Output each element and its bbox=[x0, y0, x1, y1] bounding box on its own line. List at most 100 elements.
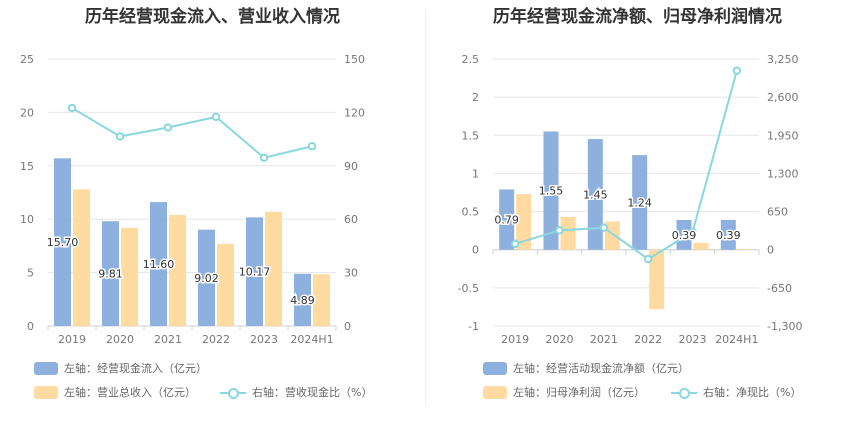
legend-line-marker-icon bbox=[671, 386, 697, 399]
line-point bbox=[510, 239, 520, 249]
legend-label: 左轴：经营现金流入（亿元） bbox=[64, 362, 207, 375]
right-axis-tick-label: 1,950 bbox=[767, 129, 799, 142]
left-axis-tick-label: 20 bbox=[20, 106, 34, 119]
legend-line-marker-icon bbox=[220, 386, 246, 399]
bar-net-cash-flow-primary bbox=[632, 155, 648, 250]
right-axis-tick-label: -650 bbox=[767, 282, 792, 295]
bar-net-cash-flow-primary bbox=[543, 131, 559, 250]
chart-title: 历年经营现金流入、营业收入情况 bbox=[85, 7, 340, 27]
line-point bbox=[643, 254, 653, 264]
panel-divider bbox=[425, 10, 426, 405]
line-point bbox=[211, 112, 221, 122]
data-label: 0.79 bbox=[494, 214, 519, 227]
bar-cash-inflow-secondary bbox=[217, 243, 234, 326]
line-point bbox=[115, 132, 125, 141]
bar-cash-inflow-secondary bbox=[121, 227, 138, 326]
right-axis-tick-label: 3,250 bbox=[767, 53, 799, 66]
legend-item-net-profit[interactable]: 左轴：归母净利润（亿元） bbox=[483, 384, 645, 400]
right-axis-tick-label: 2,600 bbox=[767, 91, 799, 104]
legend-swatch-bar-icon bbox=[34, 361, 58, 375]
chart-title: 历年经营现金流净额、归母净利润情况 bbox=[493, 7, 782, 27]
bar-net-cash-flow-secondary bbox=[560, 216, 576, 250]
left-axis-tick-label: -0.5 bbox=[458, 282, 479, 295]
bar-net-cash-flow-primary bbox=[676, 219, 692, 250]
left-axis-tick-label: 1.5 bbox=[462, 129, 480, 142]
data-label: 0.39 bbox=[716, 229, 741, 242]
bar-cash-inflow-primary bbox=[294, 273, 311, 326]
legend-swatch-bar-icon bbox=[34, 385, 58, 399]
x-axis-tick-label: 2024H1 bbox=[290, 333, 333, 346]
x-axis-tick-label: 2021 bbox=[154, 333, 182, 346]
legend-swatch-bar-icon bbox=[483, 361, 507, 375]
line-point bbox=[732, 66, 742, 75]
right-axis-tick-label: 30 bbox=[344, 267, 358, 280]
legend-label: 左轴：归母净利润（亿元） bbox=[513, 386, 645, 399]
line-point bbox=[307, 142, 317, 151]
line-cash-inflow-ratio bbox=[71, 107, 313, 159]
right-axis-tick-label: 1,300 bbox=[767, 167, 799, 180]
bar-net-cash-flow-secondary bbox=[737, 248, 753, 250]
bar-cash-inflow-primary bbox=[198, 229, 215, 326]
left-axis-tick-label: -1 bbox=[468, 320, 479, 333]
right-axis-tick-label: -1,300 bbox=[767, 320, 802, 333]
legend-swatch-bar-icon bbox=[483, 385, 507, 399]
data-label: 0.39 bbox=[672, 229, 697, 242]
chart-net-cash-flow-profit: -1 -0.5 0 0.5 1 1.5 2 2.5 -1,300 -650 0 650 1,300 1,9… bbox=[458, 53, 803, 346]
data-label: 9.02 bbox=[194, 272, 219, 285]
legend-label: 左轴：经营活动现金流净额（亿元） bbox=[513, 362, 689, 375]
bar-cash-inflow-primary bbox=[54, 158, 71, 326]
legend-label: 右轴：营收现金比（%） bbox=[252, 386, 373, 399]
bar-cash-inflow-secondary bbox=[73, 189, 90, 326]
bar-cash-inflow-primary bbox=[246, 217, 263, 326]
data-label: 15.70 bbox=[47, 236, 79, 249]
data-label: 1.55 bbox=[539, 185, 564, 198]
right-axis-tick-label: 0 bbox=[344, 320, 351, 333]
chart-panel-net-cash-flow: 历年经营现金流净额、归母净利润情况 -1 -0.5 0 0.5 1 1.5 2 2.5 -1,3… bbox=[425, 0, 850, 437]
left-axis-tick-label: 2 bbox=[472, 91, 479, 104]
line-point bbox=[163, 123, 173, 132]
left-axis-tick-label: 0 bbox=[27, 320, 34, 333]
right-axis-tick-label: 150 bbox=[344, 53, 365, 66]
bar-net-cash-flow-secondary bbox=[649, 249, 665, 310]
data-label: 11.60 bbox=[143, 258, 175, 271]
left-axis-tick-label: 25 bbox=[20, 53, 34, 66]
bar-cash-inflow-primary bbox=[150, 202, 167, 326]
right-axis-tick-label: 60 bbox=[344, 213, 358, 226]
data-label: 9.81 bbox=[98, 268, 123, 281]
x-axis-tick-label: 2022 bbox=[202, 333, 230, 346]
data-label: 1.45 bbox=[583, 188, 608, 201]
bar-net-cash-flow-primary bbox=[499, 189, 515, 250]
legend-item-net-cash-flow[interactable]: 左轴：经营活动现金流净额（亿元） bbox=[483, 360, 689, 376]
x-axis-tick-label: 2023 bbox=[679, 333, 707, 346]
legend-item-cash-inflow[interactable]: 左轴：经营现金流入（亿元） bbox=[34, 360, 207, 376]
left-axis-tick-label: 2.5 bbox=[462, 53, 480, 66]
left-axis-tick-label: 0 bbox=[472, 244, 479, 257]
bar-cash-inflow-primary bbox=[102, 221, 119, 326]
left-axis-tick-label: 10 bbox=[20, 213, 34, 226]
x-axis-tick-label: 2020 bbox=[106, 333, 134, 346]
line-point bbox=[259, 153, 269, 162]
bar-net-cash-flow-secondary bbox=[604, 221, 620, 250]
chart-panel-cash-inflow: 历年经营现金流入、营业收入情况 0 5 10 15 20 25 0 30 60 90 120 150 2… bbox=[20, 7, 372, 400]
bar-cash-inflow-secondary bbox=[169, 214, 186, 326]
right-axis-tick-label: 120 bbox=[344, 106, 365, 119]
bar-net-cash-flow-secondary bbox=[516, 194, 532, 250]
left-axis-tick-label: 15 bbox=[20, 160, 34, 173]
legend-item-revenue-cash-ratio[interactable]: 右轴：营收现金比（%） bbox=[220, 384, 372, 400]
left-axis-tick-label: 0.5 bbox=[462, 206, 480, 219]
data-label: 10.17 bbox=[239, 266, 271, 279]
x-axis-tick-label: 2019 bbox=[501, 333, 529, 346]
legend-item-net-cash-ratio[interactable]: 右轴：净现比（%） bbox=[671, 384, 801, 400]
legend-item-revenue[interactable]: 左轴：营业总收入（亿元） bbox=[34, 384, 196, 400]
line-point bbox=[599, 223, 609, 232]
bar-cash-inflow-secondary bbox=[313, 274, 330, 326]
bar-net-cash-flow-primary bbox=[587, 139, 603, 250]
x-axis-tick-label: 2021 bbox=[590, 333, 618, 346]
x-axis-tick-label: 2019 bbox=[58, 333, 86, 346]
x-axis-tick-label: 2022 bbox=[634, 333, 662, 346]
bar-net-cash-flow-secondary bbox=[693, 242, 709, 250]
left-axis-tick-label: 5 bbox=[27, 267, 34, 280]
line-point bbox=[555, 226, 564, 235]
left-axis-tick-label: 1 bbox=[472, 167, 479, 180]
legend-label: 左轴：营业总收入（亿元） bbox=[64, 386, 196, 399]
